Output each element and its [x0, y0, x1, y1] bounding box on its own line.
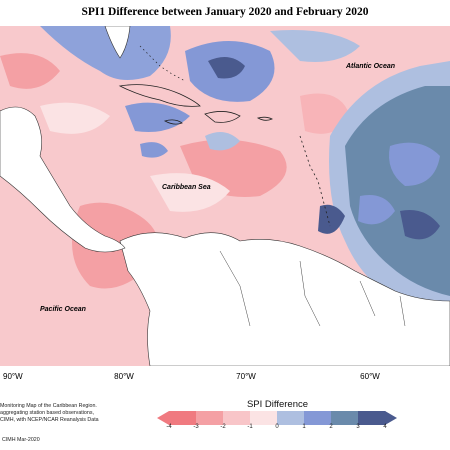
source-note: Monitoring Map of the Caribbean Region. …	[0, 403, 120, 424]
source-note-line: aggregating station based observations,	[0, 410, 94, 416]
legend-colorbar	[157, 411, 397, 425]
legend-tick-label: 1	[302, 424, 306, 430]
country-border	[219, 250, 406, 327]
map-title: SPI1 Difference between January 2020 and…	[81, 6, 369, 18]
bahamas-islands	[139, 45, 186, 82]
source-note-line: CIMH, with NCEP/NCAR Reanalysis Data	[0, 417, 99, 423]
neutral-region	[150, 173, 230, 212]
caribbean-sea-label: Caribbean Sea	[162, 184, 211, 191]
wet-anomaly-region	[208, 57, 245, 79]
atlantic-wet-region	[400, 210, 440, 240]
legend-swatch	[331, 411, 359, 425]
jamaica-island	[163, 119, 183, 125]
florida-land	[104, 26, 131, 59]
source-note-line: Monitoring Map of the Caribbean Region.	[0, 403, 97, 409]
legend-tick-label: -3	[193, 424, 199, 430]
pacific-ocean-label: Pacific Ocean	[40, 306, 86, 313]
spi-difference-map	[0, 26, 450, 366]
wet-anomaly-region	[270, 30, 360, 62]
atlantic-ocean-label: Atlantic Ocean	[346, 63, 396, 70]
wet-anomaly-region	[205, 132, 240, 151]
atlantic-wet-region	[389, 142, 440, 186]
lon-tick-label: 60°W	[360, 372, 380, 381]
atlantic-wet-region	[345, 86, 450, 296]
copyright-note: CIMH Mar-2020	[2, 437, 40, 443]
legend-arrow-left	[157, 411, 169, 425]
legend-arrow-right	[385, 411, 397, 425]
wet-anomaly-region	[40, 26, 171, 80]
atlantic-wet-region	[318, 204, 345, 234]
south-america-land	[119, 232, 450, 366]
central-america-land	[0, 106, 126, 253]
legend-swatch	[277, 411, 305, 425]
atlantic-wet-region	[358, 195, 395, 225]
legend-ticks: -4 -3 -2 -1 0 1 2 3 4	[157, 424, 397, 434]
legend-tick-label: 2	[329, 424, 333, 430]
legend-tick-label: 0	[275, 424, 279, 430]
legend-swatch	[250, 411, 278, 425]
neutral-region	[40, 102, 110, 134]
legend-tick-label: 3	[356, 424, 360, 430]
lon-tick-label: 90°W	[3, 372, 23, 381]
legend-tick-label: -1	[247, 424, 253, 430]
lon-tick-label: 80°W	[114, 372, 134, 381]
hispaniola-island	[204, 111, 241, 123]
legend-swatch	[304, 411, 332, 425]
legend-tick-label: -4	[166, 424, 172, 430]
legend-title: SPI Difference	[246, 399, 309, 410]
dry-anomaly-region	[0, 53, 60, 89]
wet-anomaly-region	[140, 142, 168, 158]
legend-swatch	[358, 411, 386, 425]
cuba-island	[118, 84, 201, 107]
lesser-antilles-islands	[299, 135, 331, 227]
legend-tick-label: 4	[383, 424, 387, 430]
legend-tick-label: -2	[220, 424, 226, 430]
wet-anomaly-region	[125, 102, 190, 132]
legend-swatch	[196, 411, 224, 425]
lon-tick-label: 70°W	[236, 372, 256, 381]
legend-swatch	[169, 411, 197, 425]
legend-swatch	[223, 411, 251, 425]
puerto-rico-island	[256, 116, 273, 121]
